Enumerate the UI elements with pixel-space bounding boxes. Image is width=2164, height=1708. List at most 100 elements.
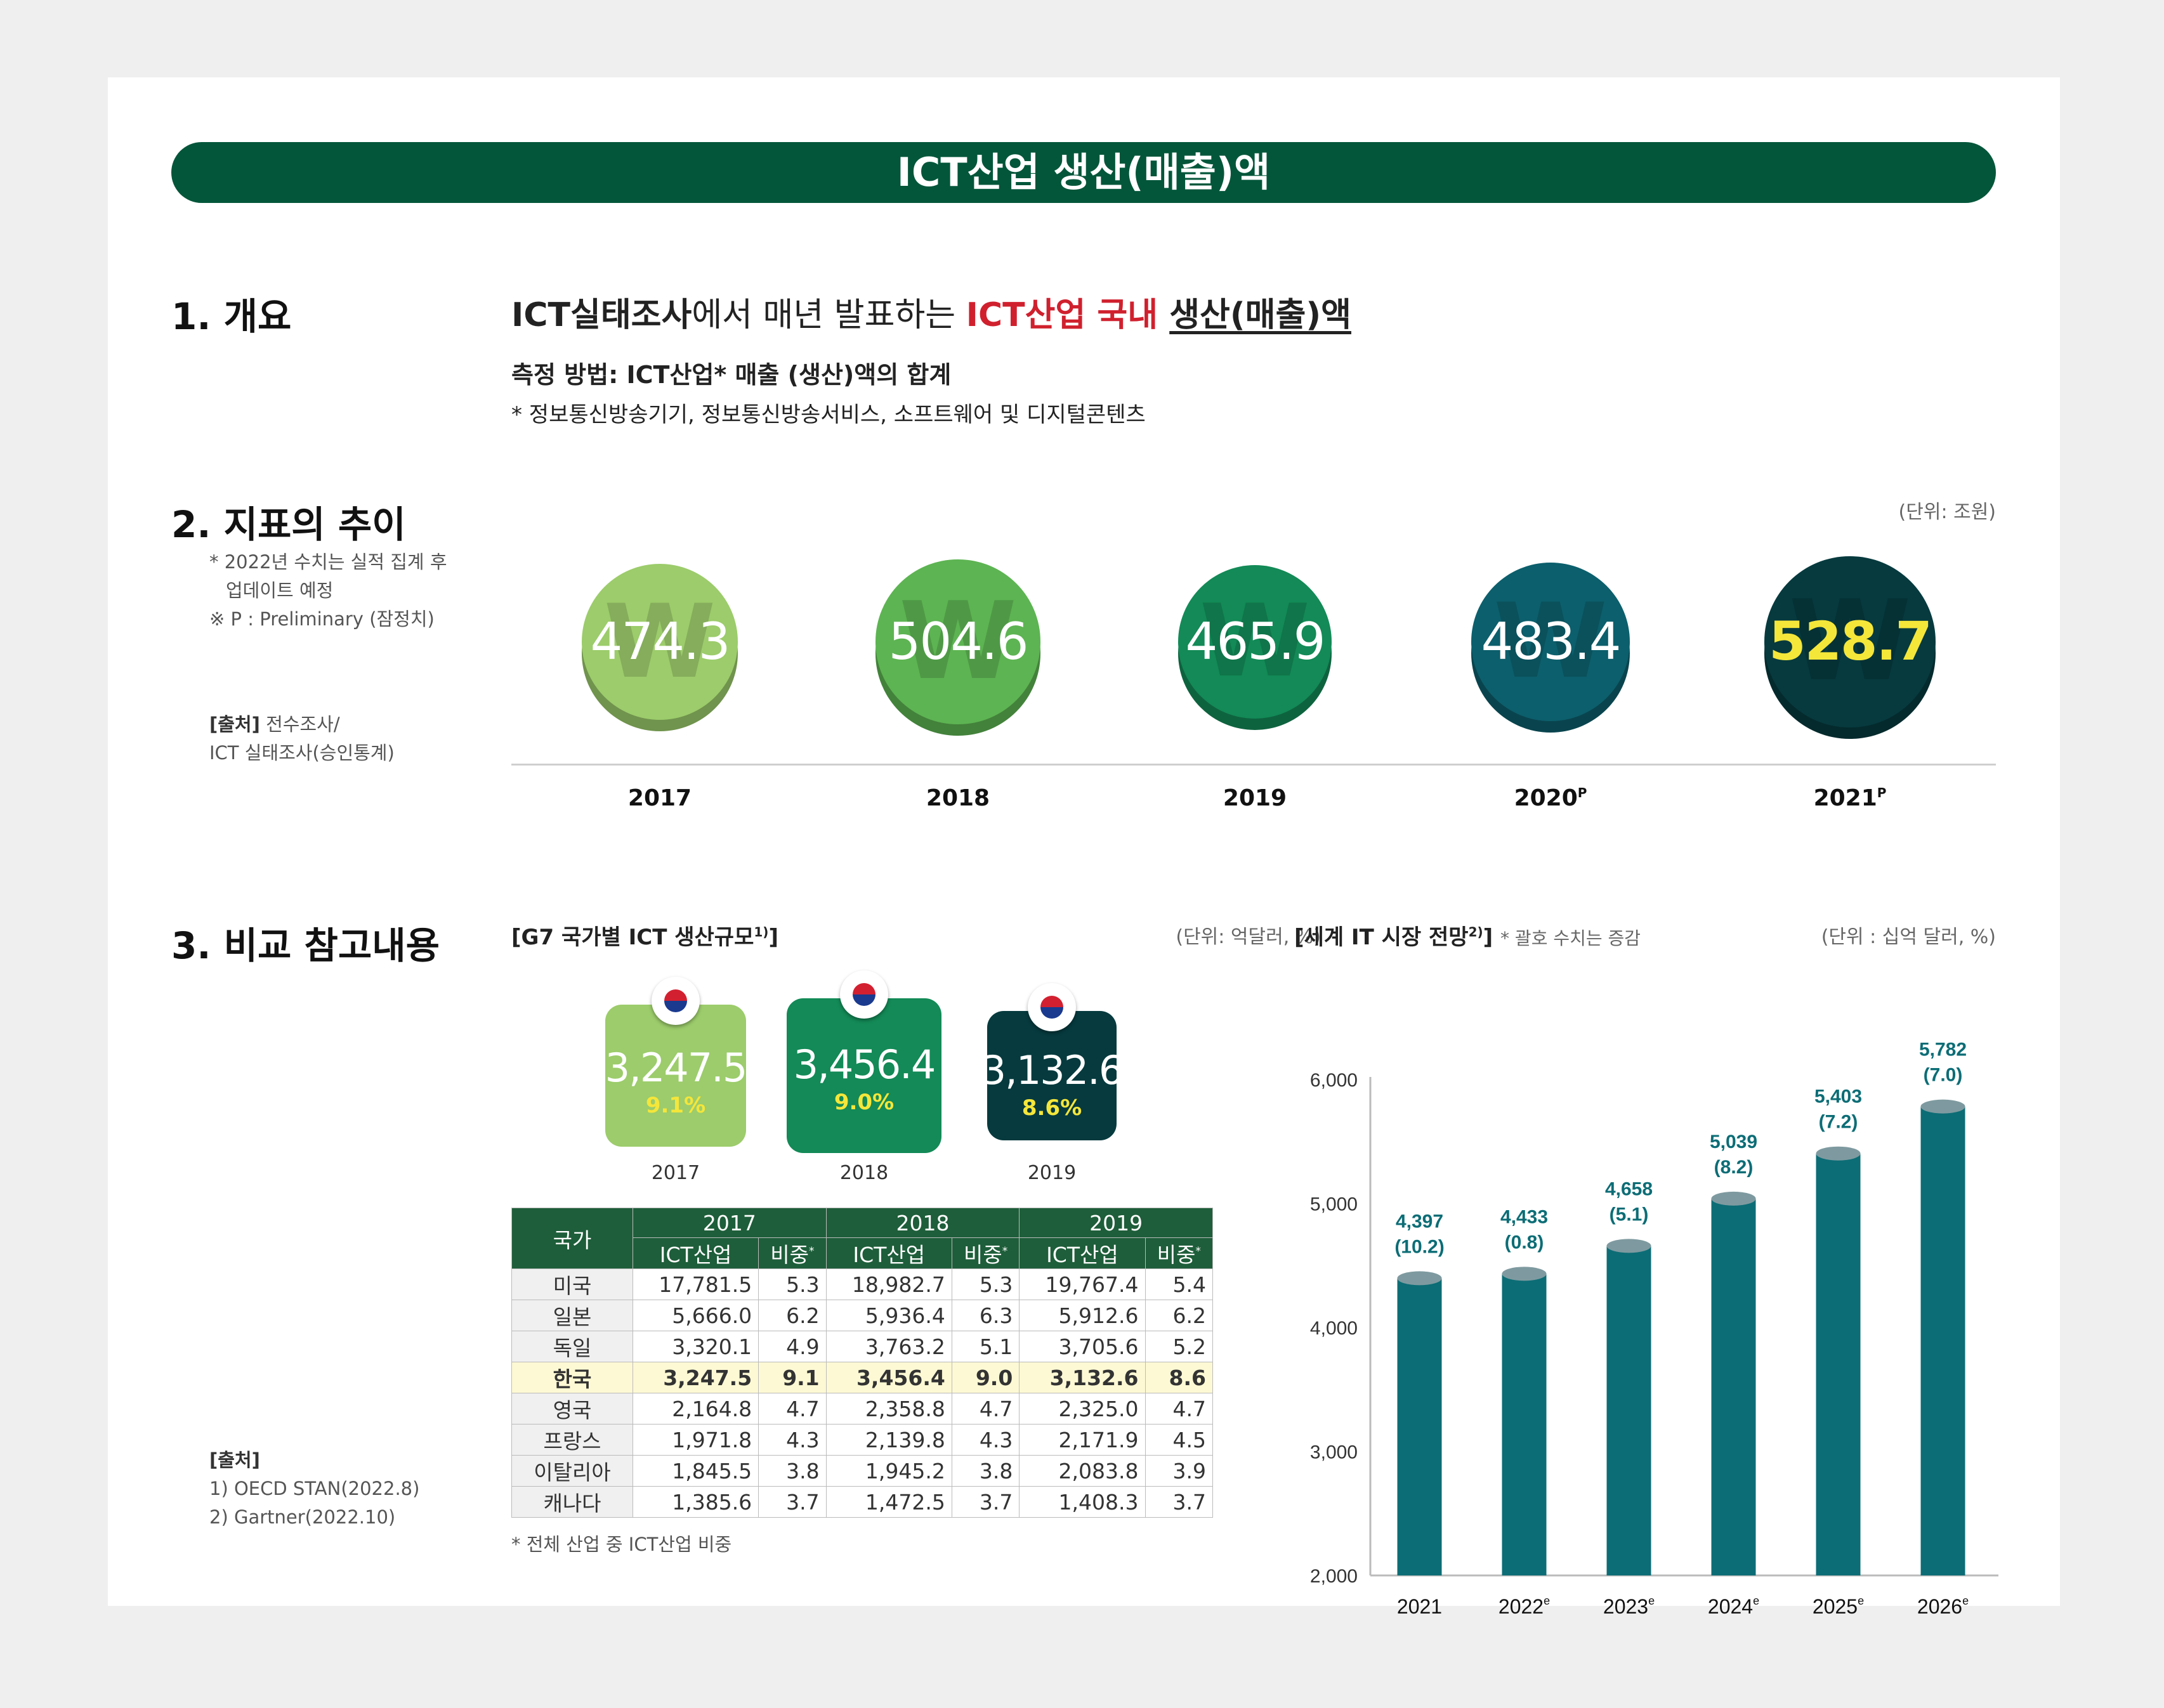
korea-value-2018: 3,456.4: [793, 1041, 936, 1088]
y-tick-label: 6,000: [1310, 1070, 1358, 1091]
korea-year-2019: 2019: [1027, 1162, 1077, 1184]
value-cell: 3,456.4: [825, 1362, 952, 1393]
table-row: 한국 3,247.5 9.1 3,456.4 9.0 3,132.6 8.6: [511, 1362, 1213, 1393]
value-cell: 9.0: [951, 1362, 1020, 1393]
trend-source-text2: ICT 실태조사(승인통계): [209, 741, 395, 764]
table-row: 캐나다 1,385.6 3.7 1,472.5 3.7 1,408.3 3.7: [511, 1486, 1213, 1518]
trend-circle-2018: W 504.6: [875, 559, 1040, 736]
taeguk-blue: [1040, 1007, 1063, 1019]
trend-source-text: 전수조사/: [259, 714, 340, 735]
bar-change-label: (10.2): [1394, 1236, 1444, 1257]
bar-value-label: 5,039: [1710, 1131, 1757, 1152]
trend-value-2017: 474.3: [590, 611, 730, 671]
section-compare-heading: 3. 비교 참고내용: [171, 924, 440, 967]
trend-value-2020: 483.4: [1481, 611, 1621, 671]
it-market-title-sup: 2): [1468, 924, 1483, 940]
won-icon: W: [1200, 583, 1310, 700]
header-share-2018: 비중*: [951, 1237, 1020, 1269]
value-cell: 3.8: [951, 1455, 1020, 1487]
value-cell: 4.3: [758, 1424, 827, 1456]
bar-change-label: (7.0): [1924, 1065, 1963, 1086]
circle-face: W 504.6: [875, 559, 1040, 724]
compare-sources: [출처] 1) OECD STAN(2022.8) 2) Gartner(202…: [209, 1446, 419, 1532]
g7-title-text: [G7 국가별 ICT 생산규모: [511, 925, 754, 950]
g7-title-close: ]: [768, 925, 778, 950]
table-row: 프랑스 1,971.8 4.3 2,139.8 4.3 2,171.9 4.5: [511, 1424, 1213, 1456]
trend-year-2018: 2018: [926, 785, 990, 811]
value-cell: 1,845.5: [632, 1455, 759, 1487]
value-cell: 1,408.3: [1019, 1486, 1146, 1518]
won-icon: W: [603, 582, 716, 701]
korea-flag-icon: [652, 977, 700, 1025]
trend-value-2019: 465.9: [1185, 611, 1325, 671]
bar-value-label: 5,782: [1919, 1040, 1967, 1060]
won-icon: W: [899, 579, 1017, 704]
bar-2026: [1920, 1106, 1965, 1575]
value-cell: 5.2: [1144, 1331, 1213, 1362]
trend-year-2020: 2020P: [1514, 785, 1587, 811]
value-cell: 4.3: [951, 1424, 1020, 1456]
value-cell: 2,139.8: [825, 1424, 952, 1456]
korea-share-2018: 9.0%: [834, 1090, 895, 1116]
value-cell: 19,767.4: [1019, 1268, 1146, 1300]
value-cell: 17,781.5: [632, 1268, 759, 1300]
header-ict-2019: ICT산업: [1019, 1237, 1146, 1269]
x-tick-label: 2024e: [1708, 1594, 1759, 1618]
bar-change-label: (5.1): [1610, 1204, 1649, 1225]
it-market-chart: 2,000 3,000 4,000 5,000 6,000 4,397 (10.2) 2021…: [1310, 1040, 1998, 1618]
it-market-title-close: ]: [1483, 925, 1493, 950]
trend-baseline: [511, 764, 1996, 766]
circle-face: W 528.7: [1764, 556, 1936, 727]
korea-flag-icon: [840, 970, 888, 1019]
bar-2023: [1606, 1246, 1651, 1575]
korea-value-2019: 3,132.6: [981, 1047, 1124, 1094]
value-cell: 3.8: [758, 1455, 827, 1487]
korea-highlight-cards: 3,247.5 9.1% 2017 3,456.4 9.0% 2018 3,132.6 8.6…: [108, 77, 2060, 1219]
section-trend-heading: 2. 지표의 추이: [171, 503, 406, 546]
korea-share-2017: 9.1%: [645, 1092, 706, 1118]
trend-value-2018: 504.6: [888, 612, 1028, 672]
x-tick-label: 2025e: [1813, 1594, 1864, 1618]
trend-circle-chart: W 474.3 2017 W 504.6 2018 W 465.9 2019 W 483.4 2020…: [108, 77, 2060, 838]
trend-note-2: ※ P : Preliminary (잠정치): [209, 608, 435, 630]
g7-footnote: * 전체 산업 중 ICT산업 비중: [511, 1534, 732, 1555]
compare-source-1: 1) OECD STAN(2022.8): [209, 1477, 420, 1499]
y-tick-label: 3,000: [1310, 1442, 1358, 1463]
value-cell: 3.7: [758, 1486, 827, 1518]
trend-notes: * 2022년 수치는 실적 집계 후 업데이트 예정 ※ P : Prelim…: [209, 548, 447, 634]
x-tick-label: 2022e: [1498, 1594, 1550, 1618]
value-cell: 4.7: [1144, 1393, 1213, 1424]
trend-circle-2019: W 465.9: [1177, 564, 1332, 732]
circle-face: W 474.3: [581, 563, 738, 720]
won-icon: W: [1788, 577, 1912, 707]
value-cell: 2,325.0: [1019, 1393, 1146, 1424]
value-cell: 1,945.2: [825, 1455, 952, 1487]
value-cell: 5,936.4: [825, 1300, 952, 1331]
y-tick-label: 2,000: [1310, 1566, 1358, 1587]
taeguk-red: [1040, 996, 1063, 1007]
trend-circle-2021: W 528.7: [1764, 556, 1936, 740]
trend-note-1: * 2022년 수치는 실적 집계 후: [209, 551, 447, 573]
it-market-title: [세계 IT 시장 전망2)] * 괄호 수치는 증감: [1294, 920, 1641, 951]
report-card: ICT산업 생산(매출)액 1. 개요 ICT실태조사에서 매년 발표하는 IC…: [108, 77, 2060, 1618]
y-tick-label: 5,000: [1310, 1194, 1358, 1215]
value-cell: 3.7: [951, 1486, 1020, 1518]
headline-part1: ICT실태조사: [511, 296, 692, 334]
bar-change-label: (0.8): [1505, 1232, 1544, 1253]
value-cell: 2,083.8: [1019, 1455, 1146, 1487]
value-cell: 9.1: [758, 1362, 827, 1393]
country-cell: 캐나다: [511, 1486, 633, 1518]
trend-source: [출처] 전수조사/ ICT 실태조사(승인통계): [209, 710, 395, 767]
page-title: ICT산업 생산(매출)액: [171, 142, 1996, 203]
value-cell: 3,763.2: [825, 1331, 952, 1362]
trend-year-2021: 2021P: [1813, 785, 1887, 811]
country-cell: 이탈리아: [511, 1455, 633, 1487]
bar-cap: [1397, 1271, 1442, 1286]
country-cell: 프랑스: [511, 1424, 633, 1456]
headline-part3: ICT산업 국내: [966, 296, 1158, 334]
table-row: 일본 5,666.0 6.2 5,936.4 6.3 5,912.6 6.2: [511, 1300, 1213, 1331]
bar-change-label: (7.2): [1819, 1112, 1858, 1133]
trend-year-2019: 2019: [1223, 785, 1287, 811]
bar-value-label: 4,433: [1500, 1206, 1548, 1227]
value-cell: 3.7: [1144, 1486, 1213, 1518]
